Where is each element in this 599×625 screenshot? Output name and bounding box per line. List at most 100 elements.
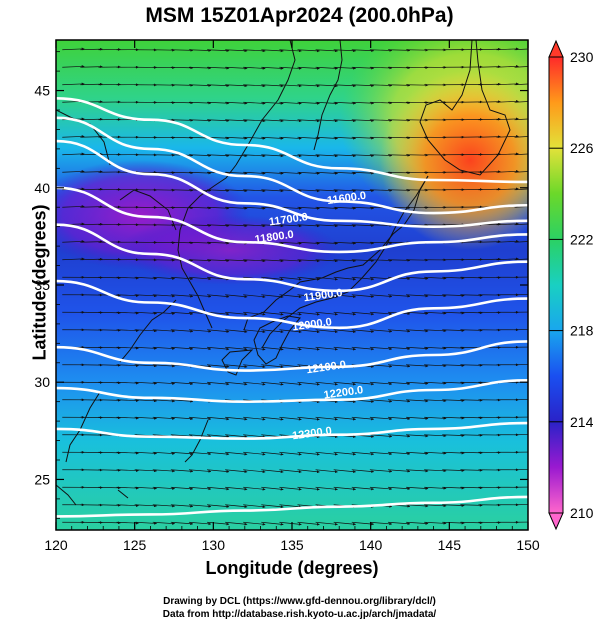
wind-vector (478, 135, 501, 139)
wind-vector (315, 346, 338, 351)
wind-vector (261, 101, 284, 105)
wind-vector (170, 329, 194, 333)
height-contour (56, 378, 528, 403)
wind-vector (243, 381, 266, 386)
wind-vector (98, 398, 121, 402)
wind-vector (369, 451, 393, 456)
wind-vector (225, 329, 248, 334)
wind-vector (243, 364, 266, 369)
wind-vector (170, 48, 194, 52)
wind-vector (478, 65, 501, 69)
wind-vector (134, 364, 157, 368)
wind-vector (116, 364, 139, 367)
wind-vector (80, 117, 103, 121)
wind-vector (514, 258, 528, 261)
wind-vector (62, 240, 85, 243)
colorbar-min-arrow (548, 512, 564, 531)
wind-vector (243, 329, 266, 334)
wind-vector (496, 187, 519, 191)
wind-vector (80, 222, 103, 226)
y-tick-label: 40 (34, 180, 50, 196)
wind-vector (351, 49, 375, 53)
wind-vector (279, 84, 302, 88)
wind-vector (170, 521, 194, 526)
wind-vector (478, 257, 501, 261)
wind-vector (315, 451, 338, 456)
wind-vector (134, 521, 157, 525)
wind-vector (279, 241, 302, 245)
wind-vector (134, 276, 157, 280)
wind-vector (243, 84, 266, 88)
wind-vector (297, 189, 320, 193)
wind-vector (333, 416, 356, 421)
wind-vector (514, 223, 528, 226)
wind-vector (207, 66, 230, 70)
wind-vector (442, 276, 465, 280)
wind-vector (188, 84, 212, 87)
wind-vector (442, 311, 465, 315)
height-contour (56, 340, 528, 372)
wind-vector (225, 84, 248, 88)
wind-vector (460, 293, 483, 297)
wind-vector (406, 329, 429, 333)
wind-vector (514, 83, 528, 86)
wind-vector (261, 276, 284, 281)
wind-vector (297, 206, 320, 210)
wind-vector (279, 469, 302, 474)
wind-vector (243, 416, 266, 421)
wind-vector (134, 399, 157, 403)
wind-vector (514, 101, 528, 103)
wind-vector (369, 241, 393, 245)
wind-vector (315, 521, 338, 526)
wind-vector (170, 486, 194, 491)
wind-vector (279, 224, 302, 228)
wind-vector (369, 66, 393, 70)
x-tick-label: 125 (123, 537, 147, 553)
wind-vector (369, 154, 393, 157)
wind-vector (460, 451, 483, 455)
wind-vector (188, 416, 212, 421)
wind-vector (225, 154, 248, 158)
wind-vector (424, 416, 447, 420)
wind-vector (333, 206, 356, 210)
wind-vector (351, 101, 375, 105)
wind-vector (315, 119, 338, 123)
wind-vector (62, 170, 85, 173)
wind-vector (478, 100, 501, 104)
wind-vector (170, 294, 194, 298)
wind-vector (243, 486, 266, 491)
wind-vector (243, 434, 266, 439)
wind-vector (116, 486, 139, 490)
wind-vector (333, 259, 356, 263)
wind-vector (496, 82, 519, 86)
wind-vector (333, 189, 356, 193)
x-tick-label: 145 (438, 537, 462, 553)
wind-vector (207, 119, 230, 123)
wind-vector (297, 84, 320, 88)
wind-vector (207, 434, 230, 438)
wind-vector (80, 82, 103, 86)
wind-vector (387, 136, 411, 140)
wind-vector (207, 189, 230, 193)
wind-vector (207, 259, 230, 263)
wind-vector (279, 119, 302, 123)
wind-vector (279, 451, 302, 456)
wind-vector (369, 259, 393, 262)
wind-vector (297, 154, 320, 158)
wind-vector (279, 171, 302, 175)
wind-vector (442, 294, 465, 297)
wind-vector (333, 311, 356, 316)
credit-drawing: Drawing by DCL (https://www.gfd-dennou.o… (163, 596, 436, 607)
wind-vector (333, 294, 356, 299)
wind-vector (387, 171, 411, 175)
wind-vector (98, 486, 121, 490)
wind-vector (279, 49, 302, 53)
wind-vector (152, 294, 175, 298)
wind-vector (369, 101, 393, 105)
wind-vector (315, 136, 338, 140)
wind-vector (351, 416, 375, 421)
wind-vector (351, 294, 375, 298)
wind-vector (116, 346, 139, 350)
wind-vector (406, 521, 429, 525)
wind-vector (496, 117, 519, 121)
